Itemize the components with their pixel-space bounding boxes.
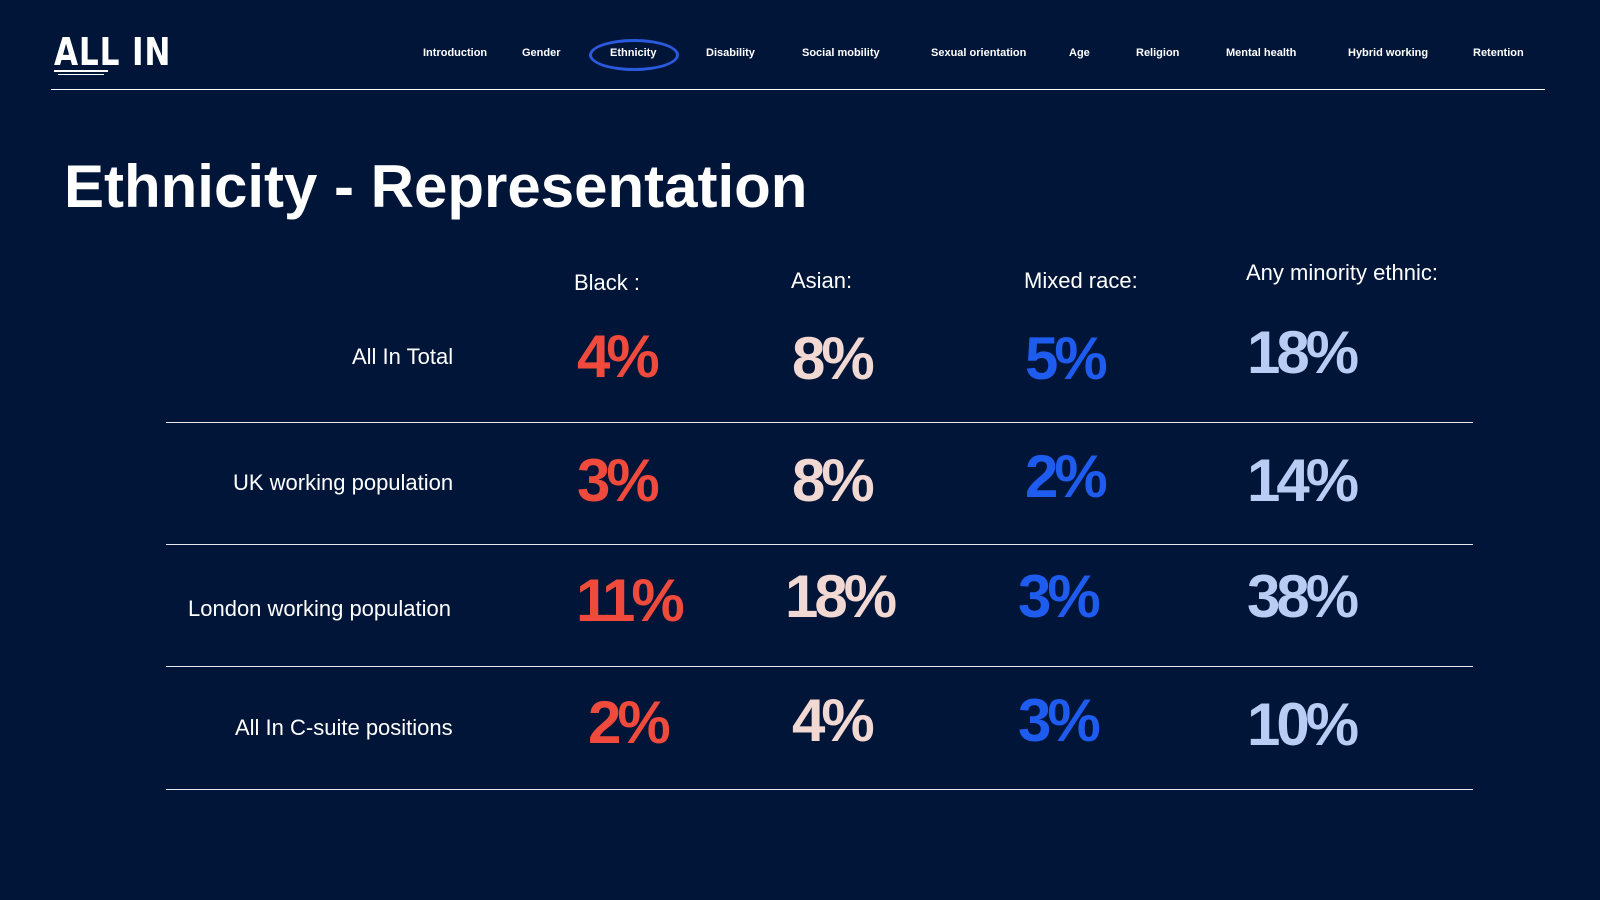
- page-title: Ethnicity - Representation: [64, 153, 808, 220]
- value-all-in-total-asian: 8%: [792, 325, 875, 392]
- value-all-in-c-suite-black: 2%: [588, 689, 671, 756]
- column-header-asian: Asian:: [791, 268, 853, 293]
- nav-item-disability[interactable]: Disability: [706, 47, 755, 59]
- logo-underline: [54, 70, 108, 72]
- row-label-london-working-population: London working population: [188, 596, 451, 621]
- value-all-in-c-suite-mixed-race: 3%: [1018, 687, 1101, 754]
- value-uk-working-population-asian: 8%: [792, 447, 875, 514]
- value-all-in-c-suite-any-minority: 10%: [1247, 691, 1359, 758]
- value-all-in-c-suite-asian: 4%: [792, 687, 875, 754]
- nav-item-ethnicity[interactable]: Ethnicity: [610, 47, 657, 59]
- nav-item-social-mobility[interactable]: Social mobility: [802, 47, 880, 59]
- value-london-working-population-any-minority: 38%: [1247, 563, 1359, 630]
- row-label-all-in-c-suite: All In C-suite positions: [235, 715, 453, 740]
- row-divider: [166, 422, 1473, 423]
- column-header-black: Black :: [574, 270, 641, 295]
- value-uk-working-population-any-minority: 14%: [1247, 447, 1359, 514]
- row-label-all-in-total: All In Total: [352, 344, 454, 369]
- logo-underline-secondary: [58, 74, 104, 75]
- brand-logo[interactable]: ALL IN: [54, 30, 172, 74]
- value-london-working-population-mixed-race: 3%: [1018, 563, 1101, 630]
- row-divider: [166, 666, 1473, 667]
- nav-item-introduction[interactable]: Introduction: [423, 47, 488, 59]
- row-divider: [166, 544, 1473, 545]
- nav-item-age[interactable]: Age: [1069, 47, 1090, 59]
- value-uk-working-population-mixed-race: 2%: [1025, 443, 1108, 510]
- row-divider: [166, 789, 1473, 790]
- value-uk-working-population-black: 3%: [577, 447, 660, 514]
- row-label-uk-working-population: UK working population: [233, 470, 454, 495]
- nav-item-gender[interactable]: Gender: [522, 47, 561, 59]
- column-header-mixed-race: Mixed race:: [1024, 268, 1138, 293]
- active-nav-indicator: [589, 39, 679, 71]
- value-london-working-population-asian: 18%: [785, 563, 897, 630]
- value-all-in-total-mixed-race: 5%: [1025, 325, 1108, 392]
- nav-item-retention[interactable]: Retention: [1473, 47, 1524, 59]
- nav-item-mental-health[interactable]: Mental health: [1226, 47, 1297, 59]
- column-header-any-minority: Any minority ethnic:: [1246, 260, 1438, 285]
- value-london-working-population-black: 11%: [576, 567, 685, 634]
- nav-item-religion[interactable]: Religion: [1136, 47, 1180, 59]
- value-all-in-total-black: 4%: [577, 323, 660, 390]
- value-all-in-total-any-minority: 18%: [1247, 319, 1359, 386]
- nav-item-hybrid-working[interactable]: Hybrid working: [1348, 47, 1429, 59]
- nav-item-sexual-orientation[interactable]: Sexual orientation: [931, 47, 1027, 59]
- nav-divider: [51, 89, 1545, 90]
